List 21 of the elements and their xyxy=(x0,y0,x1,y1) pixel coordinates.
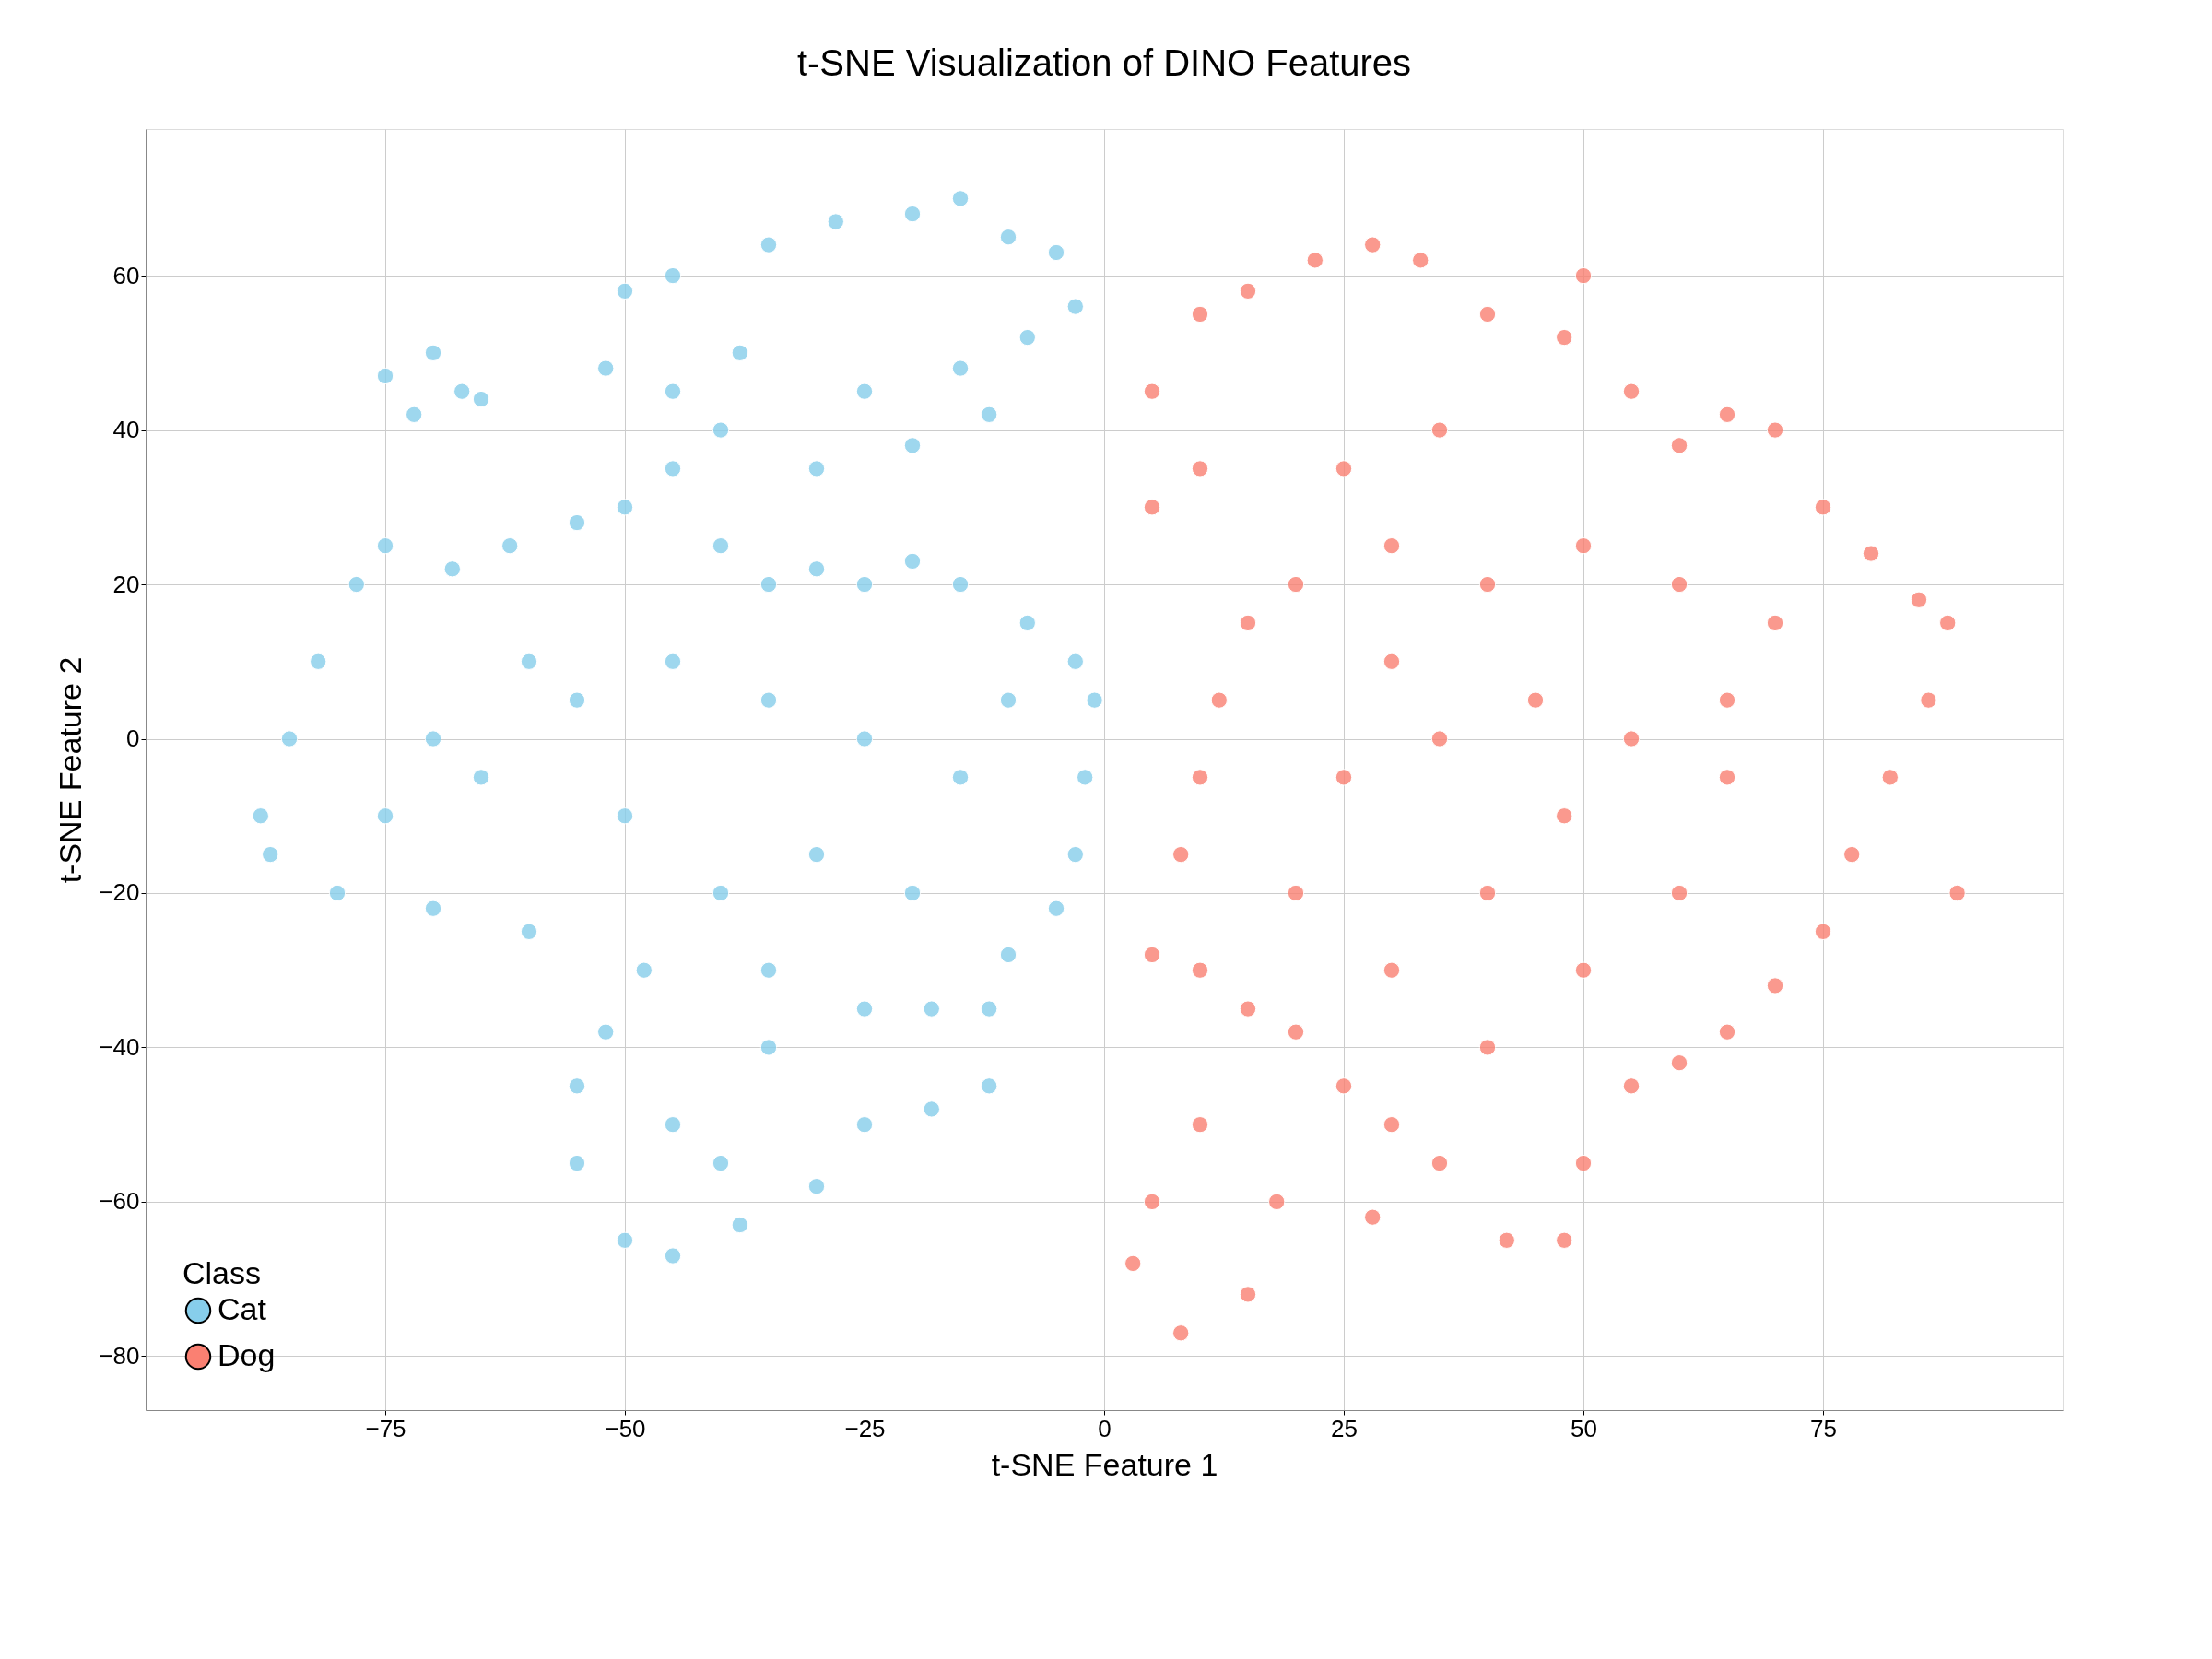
x-tick-label: 50 xyxy=(1571,1414,1597,1442)
y-tick-label: −20 xyxy=(99,878,140,907)
y-tick-label: 20 xyxy=(112,570,140,598)
chart-title: t-SNE Visualization of DINO Features xyxy=(796,42,1412,83)
y-tick-label: −60 xyxy=(99,1187,140,1216)
legend-label: Cat xyxy=(218,1291,267,1326)
x-tick-label: −75 xyxy=(365,1414,406,1442)
x-tick-label: −50 xyxy=(605,1414,646,1442)
y-tick-label: 0 xyxy=(126,724,140,753)
legend-label: Dog xyxy=(218,1337,276,1372)
y-tick-label: −80 xyxy=(99,1341,140,1370)
x-axis-title: t-SNE Feature 1 xyxy=(991,1446,1218,1482)
y-tick-label: −40 xyxy=(99,1032,140,1061)
x-tick-label: 25 xyxy=(1331,1414,1358,1442)
y-tick-label: 40 xyxy=(112,416,140,444)
x-tick-label: 0 xyxy=(1098,1414,1112,1442)
x-tick-label: −25 xyxy=(844,1414,886,1442)
y-tick-label: 60 xyxy=(112,261,140,289)
x-tick-label: 75 xyxy=(1810,1414,1837,1442)
legend-title: Class xyxy=(182,1255,262,1290)
y-axis-title: t-SNE Feature 2 xyxy=(53,656,88,884)
